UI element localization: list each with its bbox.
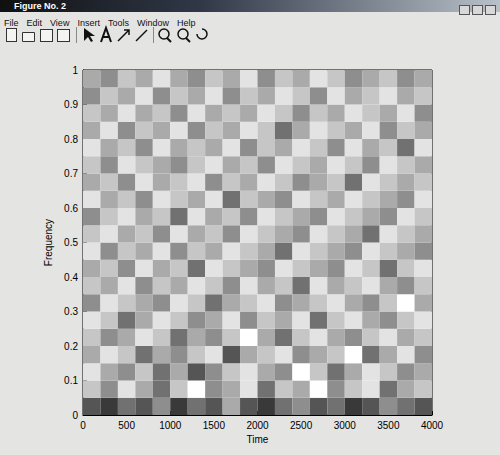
svg-text:0.1: 0.1 [64,375,78,386]
svg-text:3500: 3500 [377,420,400,431]
svg-text:1000: 1000 [159,420,182,431]
html-text:Help: Help [176,18,196,28]
svg-text:2500: 2500 [290,420,313,431]
svg-text:3000: 3000 [334,420,357,431]
html-text:Tools: Tools [107,18,129,28]
html-text:View: View [50,18,70,28]
svg-text:2000: 2000 [246,420,269,431]
svg-text:0: 0 [80,420,86,431]
svg-text:1500: 1500 [203,420,226,431]
svg-text:1: 1 [72,65,78,76]
svg-text:500: 500 [118,420,135,431]
svg-text:Time: Time [247,434,269,445]
html-text:File: File [4,18,19,28]
html-text:Figure No. 2: Figure No. 2 [14,1,66,11]
svg-text:0.7: 0.7 [64,168,78,179]
svg-text:Frequency: Frequency [43,219,54,266]
html-text:Insert: Insert [77,18,100,28]
svg-text:0.3: 0.3 [64,306,78,317]
svg-text:0.5: 0.5 [64,237,78,248]
svg-text:0.2: 0.2 [64,341,78,352]
svg-text:0.4: 0.4 [64,272,78,283]
html-text:Window: Window [136,18,169,28]
svg-text:0.6: 0.6 [64,203,78,214]
svg-text:0.8: 0.8 [64,134,78,145]
svg-text:0.9: 0.9 [64,99,78,110]
html-text:Edit: Edit [26,18,42,28]
svg-text:4000: 4000 [421,420,444,431]
svg-text:0: 0 [72,410,78,421]
